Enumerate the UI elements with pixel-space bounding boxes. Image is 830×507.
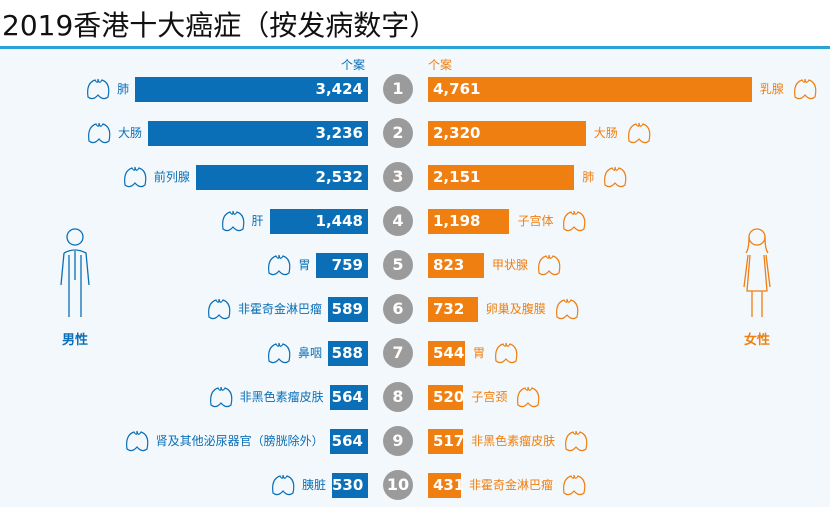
female-cancer-label: 乳腺 (759, 82, 784, 96)
female-bar: 732 (428, 297, 478, 322)
male-bar: 3,424 (135, 77, 368, 102)
male-cancer-label: 鼻咽 (298, 346, 323, 360)
prostate-icon (123, 166, 147, 188)
nose-icon (268, 342, 291, 364)
male-bar: 530 (331, 473, 368, 498)
female-label: 女性 (744, 333, 771, 348)
male-bar: 588 (328, 341, 368, 366)
uterus-icon (517, 386, 540, 408)
male-cancer-label: 非霍奇金淋巴瘤 (237, 302, 322, 316)
thyroid-icon (538, 254, 561, 276)
female-figure-icon (743, 228, 771, 317)
female-bar: 431 (428, 473, 464, 498)
rank-badge: 7 (383, 338, 413, 368)
skin-icon (565, 430, 588, 452)
title-divider (0, 46, 830, 49)
female-cancer-label: 胃 (472, 346, 485, 360)
male-bar: 1,448 (269, 209, 368, 234)
male-bar: 564 (329, 385, 368, 410)
rank-badge: 9 (383, 426, 413, 456)
lung-icon (87, 78, 110, 100)
female-cancer-label: 非霍奇金淋巴瘤 (469, 478, 554, 492)
female-bar: 517 (428, 429, 464, 454)
rank-badge: 2 (383, 118, 413, 148)
uterus-icon (563, 210, 586, 232)
rank-badge: 8 (383, 382, 413, 412)
lymphoma-icon (563, 474, 586, 496)
chart-title: 2019香港十大癌症（按发病数字） (2, 9, 438, 42)
female-bar: 4,761 (428, 77, 752, 102)
female-unit-label: 个案 (428, 58, 453, 72)
female-bar: 520 (428, 385, 464, 410)
male-bar: 589 (327, 297, 368, 322)
female-bar: 1,198 (428, 209, 510, 234)
male-cancer-label: 胃 (298, 258, 311, 272)
male-cancer-label: 胰脏 (301, 478, 326, 492)
rank-badge: 4 (383, 206, 413, 236)
colon-icon (627, 122, 651, 144)
skin-icon (209, 386, 232, 408)
male-bar: 2,532 (195, 165, 368, 190)
rank-badge: 5 (383, 250, 413, 280)
male-bar: 759 (316, 253, 368, 278)
lymphoma-icon (208, 298, 231, 320)
male-cancer-label: 肝 (251, 214, 264, 228)
female-cancer-label: 卵巢及腹膜 (485, 302, 546, 316)
male-cancer-label: 肺 (117, 82, 130, 96)
female-cancer-label: 肺 (582, 170, 595, 184)
female-cancer-label: 甲状腺 (491, 258, 528, 272)
lung-icon (604, 166, 627, 188)
rank-badge: 1 (383, 74, 413, 104)
male-bar: 3,236 (147, 121, 368, 146)
rank-badge: 3 (383, 162, 413, 192)
female-cancer-label: 子宫体 (517, 214, 554, 228)
female-bar: 2,320 (428, 121, 586, 146)
stomach-icon (495, 342, 518, 364)
male-cancer-label: 肾及其他泌尿器官（膀胱除外） (155, 434, 324, 448)
male-unit-label: 个案 (341, 58, 366, 72)
liver-icon (221, 210, 244, 232)
male-bar: 564 (329, 429, 368, 454)
female-cancer-label: 大肠 (593, 126, 618, 140)
colon-icon (88, 122, 111, 144)
female-bar: 544 (428, 341, 465, 366)
male-cancer-label: 前列腺 (153, 170, 190, 184)
male-cancer-label: 非黑色素瘤皮肤 (239, 390, 324, 404)
male-figure-icon (60, 228, 90, 317)
female-bar: 2,151 (428, 165, 575, 190)
female-cancer-label: 非黑色素瘤皮肤 (471, 434, 556, 448)
female-bar: 823 (428, 253, 484, 278)
male-label: 男性 (62, 333, 89, 348)
female-cancer-label: 子宫颈 (471, 390, 508, 404)
male-cancer-label: 大肠 (117, 126, 142, 140)
chart-panel (0, 49, 830, 507)
breast-icon (793, 78, 817, 100)
stomach-icon (268, 254, 291, 276)
ovary-icon (555, 298, 579, 320)
pancreas-icon (272, 474, 295, 496)
rank-badge: 10 (383, 470, 413, 500)
rank-badge: 6 (383, 294, 413, 324)
kidney-icon (125, 430, 148, 452)
